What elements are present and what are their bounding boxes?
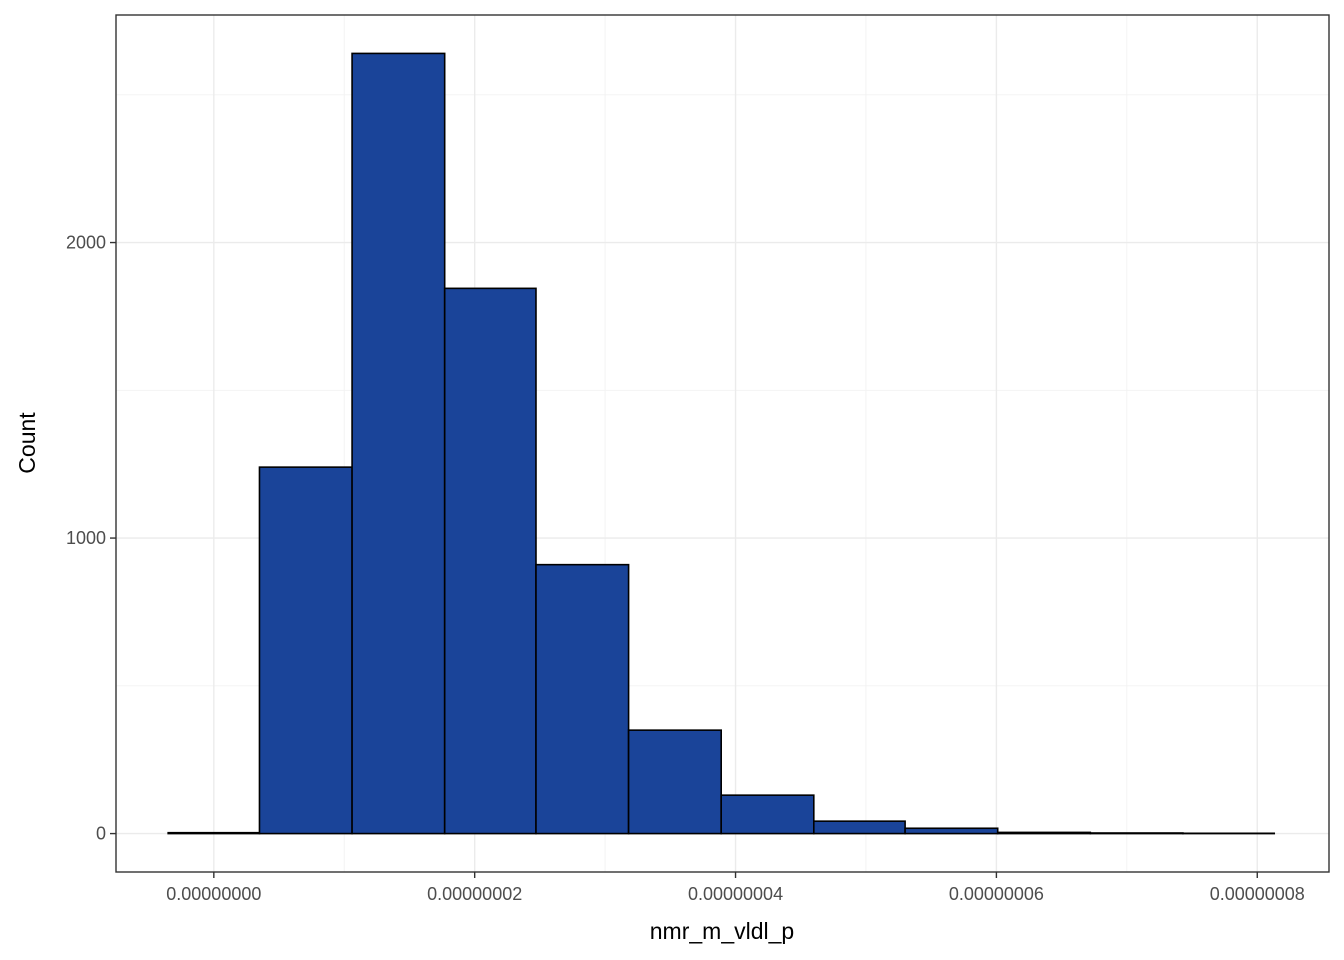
y-tick-label: 0 (96, 824, 106, 844)
x-tick-label: 0.00000006 (949, 884, 1044, 904)
histogram-bar (443, 287, 537, 835)
x-axis-title: nmr_m_vldl_p (650, 918, 794, 944)
histogram-bar (720, 794, 815, 835)
histogram-bar (1089, 832, 1184, 835)
x-tick-label: 0.00000008 (1210, 884, 1305, 904)
panel-border (115, 14, 1330, 873)
x-tick-label: 0.00000002 (427, 884, 522, 904)
histogram-bar (535, 563, 630, 835)
histogram-bar (258, 466, 353, 835)
grid-lines (116, 15, 1329, 872)
histogram-bar (996, 831, 1092, 835)
histogram-bar (813, 820, 906, 835)
histogram-bar (351, 52, 446, 835)
y-tick-label: 1000 (66, 528, 106, 548)
histogram-bar (904, 827, 999, 835)
axis-ticks: 0.00000000 0.00000002 0.00000004 0.00000006… (66, 233, 1305, 904)
histogram-bar (627, 729, 722, 835)
histogram-bars (167, 52, 1276, 835)
x-tick-label: 0.00000004 (688, 884, 783, 904)
y-axis-title: Count (14, 412, 40, 474)
y-tick-label: 2000 (66, 233, 106, 253)
histogram-bar (167, 831, 261, 835)
x-tick-label: 0.00000000 (166, 884, 261, 904)
